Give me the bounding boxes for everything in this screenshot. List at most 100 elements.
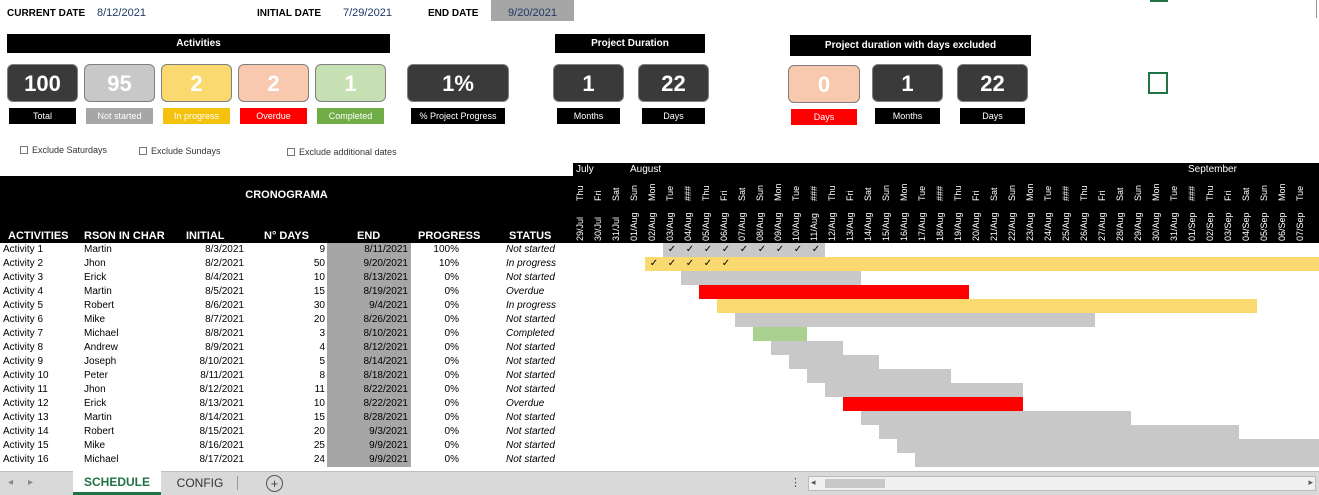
activity-cell[interactable]: Activity 7 [3, 328, 44, 339]
more-options-icon[interactable]: ⋮ [790, 477, 801, 489]
table-row[interactable]: Activity 11 Jhon 8/12/2021 11 8/22/2021 0% Not… [0, 383, 560, 397]
days-cell[interactable]: 15 [313, 412, 325, 423]
initial-date-value[interactable]: 7/29/2021 [343, 7, 392, 19]
days-cell[interactable]: 3 [319, 328, 325, 339]
person-cell[interactable]: Michael [84, 454, 119, 465]
activity-cell[interactable]: Activity 14 [3, 426, 49, 437]
activity-cell[interactable]: Activity 8 [3, 342, 44, 353]
days-cell[interactable]: 5 [319, 356, 325, 367]
initial-cell[interactable]: 8/10/2021 [199, 356, 245, 367]
days-cell[interactable]: 24 [313, 454, 325, 465]
status-cell[interactable]: Not started [506, 370, 555, 381]
scroll-left-icon[interactable]: ◂ [8, 477, 14, 488]
end-cell[interactable]: 8/28/2021 [363, 412, 409, 423]
table-row[interactable]: Activity 13 Martin 8/14/2021 15 8/28/2021 0% N… [0, 411, 560, 425]
person-cell[interactable]: Robert [84, 426, 115, 437]
scroll-right-icon[interactable]: ▸ [28, 477, 34, 488]
person-cell[interactable]: Mike [84, 314, 106, 325]
status-cell[interactable]: In progress [506, 258, 557, 269]
person-cell[interactable]: Mike [84, 440, 106, 451]
progress-cell[interactable]: 0% [444, 286, 459, 297]
activity-cell[interactable]: Activity 1 [3, 244, 44, 255]
person-cell[interactable]: Erick [84, 272, 107, 283]
initial-cell[interactable]: 8/11/2021 [200, 370, 244, 381]
status-cell[interactable]: Not started [506, 454, 555, 465]
days-cell[interactable]: 10 [313, 398, 325, 409]
end-date-value[interactable]: 9/20/2021 [491, 0, 574, 21]
status-cell[interactable]: Not started [506, 314, 555, 325]
initial-cell[interactable]: 8/14/2021 [199, 412, 245, 423]
person-cell[interactable]: Andrew [84, 342, 118, 353]
days-cell[interactable]: 11 [314, 384, 325, 395]
end-cell[interactable]: 8/14/2021 [363, 356, 409, 367]
status-cell[interactable]: Not started [506, 426, 555, 437]
activity-cell[interactable]: Activity 10 [3, 370, 49, 381]
days-cell[interactable]: 15 [313, 286, 325, 297]
status-cell[interactable]: Not started [506, 440, 555, 451]
end-cell[interactable]: 8/12/2021 [363, 342, 409, 353]
end-cell[interactable]: 8/10/2021 [363, 328, 409, 339]
checkbox-box[interactable] [287, 148, 295, 156]
initial-cell[interactable]: 8/8/2021 [205, 328, 244, 339]
table-row[interactable]: Activity 12 Erick 8/13/2021 10 8/22/2021 0% Ov… [0, 397, 560, 411]
days-cell[interactable]: 20 [313, 426, 325, 437]
activity-cell[interactable]: Activity 2 [3, 258, 44, 269]
initial-cell[interactable]: 8/13/2021 [199, 398, 245, 409]
activity-cell[interactable]: Activity 3 [3, 272, 44, 283]
person-cell[interactable]: Martin [84, 244, 112, 255]
progress-cell[interactable]: 0% [444, 300, 459, 311]
initial-cell[interactable]: 8/6/2021 [205, 300, 244, 311]
table-row[interactable]: Activity 7 Michael 8/8/2021 3 8/10/2021 0% Com… [0, 327, 560, 341]
initial-cell[interactable]: 8/4/2021 [205, 272, 244, 283]
end-cell[interactable]: 8/22/2021 [363, 384, 409, 395]
table-row[interactable]: Activity 2 Jhon 8/2/2021 50 9/20/2021 10% In p… [0, 257, 560, 271]
horizontal-scrollbar[interactable]: ◂ ▸ [808, 476, 1316, 491]
end-cell[interactable]: 9/20/2021 [363, 258, 409, 269]
table-row[interactable]: Activity 9 Joseph 8/10/2021 5 8/14/2021 0% Not… [0, 355, 560, 369]
status-cell[interactable]: Not started [506, 342, 555, 353]
table-row[interactable]: Activity 4 Martin 8/5/2021 15 8/19/2021 0% Ove… [0, 285, 560, 299]
activity-cell[interactable]: Activity 6 [3, 314, 44, 325]
days-cell[interactable]: 9 [319, 244, 325, 255]
activity-cell[interactable]: Activity 9 [3, 356, 44, 367]
add-sheet-icon[interactable]: + [266, 475, 283, 492]
exclude-additional-checkbox[interactable]: Exclude additional dates [287, 147, 397, 157]
tab-schedule[interactable]: SCHEDULE [73, 471, 161, 495]
progress-cell[interactable]: 0% [444, 454, 459, 465]
person-cell[interactable]: Erick [84, 398, 107, 409]
end-cell[interactable]: 8/11/2021 [364, 244, 408, 255]
activity-cell[interactable]: Activity 5 [3, 300, 44, 311]
progress-cell[interactable]: 0% [444, 370, 459, 381]
days-cell[interactable]: 10 [313, 272, 325, 283]
status-cell[interactable]: Completed [506, 328, 555, 339]
initial-cell[interactable]: 8/2/2021 [205, 258, 244, 269]
status-cell[interactable]: Not started [506, 244, 555, 255]
end-cell[interactable]: 9/9/2021 [369, 440, 408, 451]
initial-cell[interactable]: 8/7/2021 [205, 314, 244, 325]
person-cell[interactable]: Jhon [84, 258, 106, 269]
initial-cell[interactable]: 8/5/2021 [205, 286, 244, 297]
end-cell[interactable]: 8/22/2021 [363, 398, 409, 409]
end-cell[interactable]: 8/26/2021 [363, 314, 409, 325]
table-row[interactable]: Activity 14 Robert 8/15/2021 20 9/3/2021 0% No… [0, 425, 560, 439]
end-cell[interactable]: 8/13/2021 [363, 272, 409, 283]
initial-cell[interactable]: 8/9/2021 [205, 342, 244, 353]
status-cell[interactable]: Overdue [506, 286, 545, 297]
end-cell[interactable]: 9/3/2021 [369, 426, 408, 437]
progress-cell[interactable]: 0% [444, 356, 459, 367]
exclude-saturdays-checkbox[interactable]: Exclude Saturdays [20, 145, 107, 155]
days-cell[interactable]: 8 [319, 370, 325, 381]
initial-cell[interactable]: 8/16/2021 [199, 440, 245, 451]
table-row[interactable]: Activity 1 Martin 8/3/2021 9 8/11/2021 100% No… [0, 243, 560, 257]
status-cell[interactable]: Not started [506, 272, 555, 283]
activity-cell[interactable]: Activity 4 [3, 286, 44, 297]
initial-cell[interactable]: 8/3/2021 [205, 244, 244, 255]
activity-cell[interactable]: Activity 12 [3, 398, 49, 409]
initial-cell[interactable]: 8/17/2021 [199, 454, 245, 465]
person-cell[interactable]: Joseph [84, 356, 117, 367]
progress-cell[interactable]: 0% [444, 342, 459, 353]
person-cell[interactable]: Robert [84, 300, 115, 311]
person-cell[interactable]: Martin [84, 412, 112, 423]
days-cell[interactable]: 50 [313, 258, 325, 269]
status-cell[interactable]: In progress [506, 300, 557, 311]
